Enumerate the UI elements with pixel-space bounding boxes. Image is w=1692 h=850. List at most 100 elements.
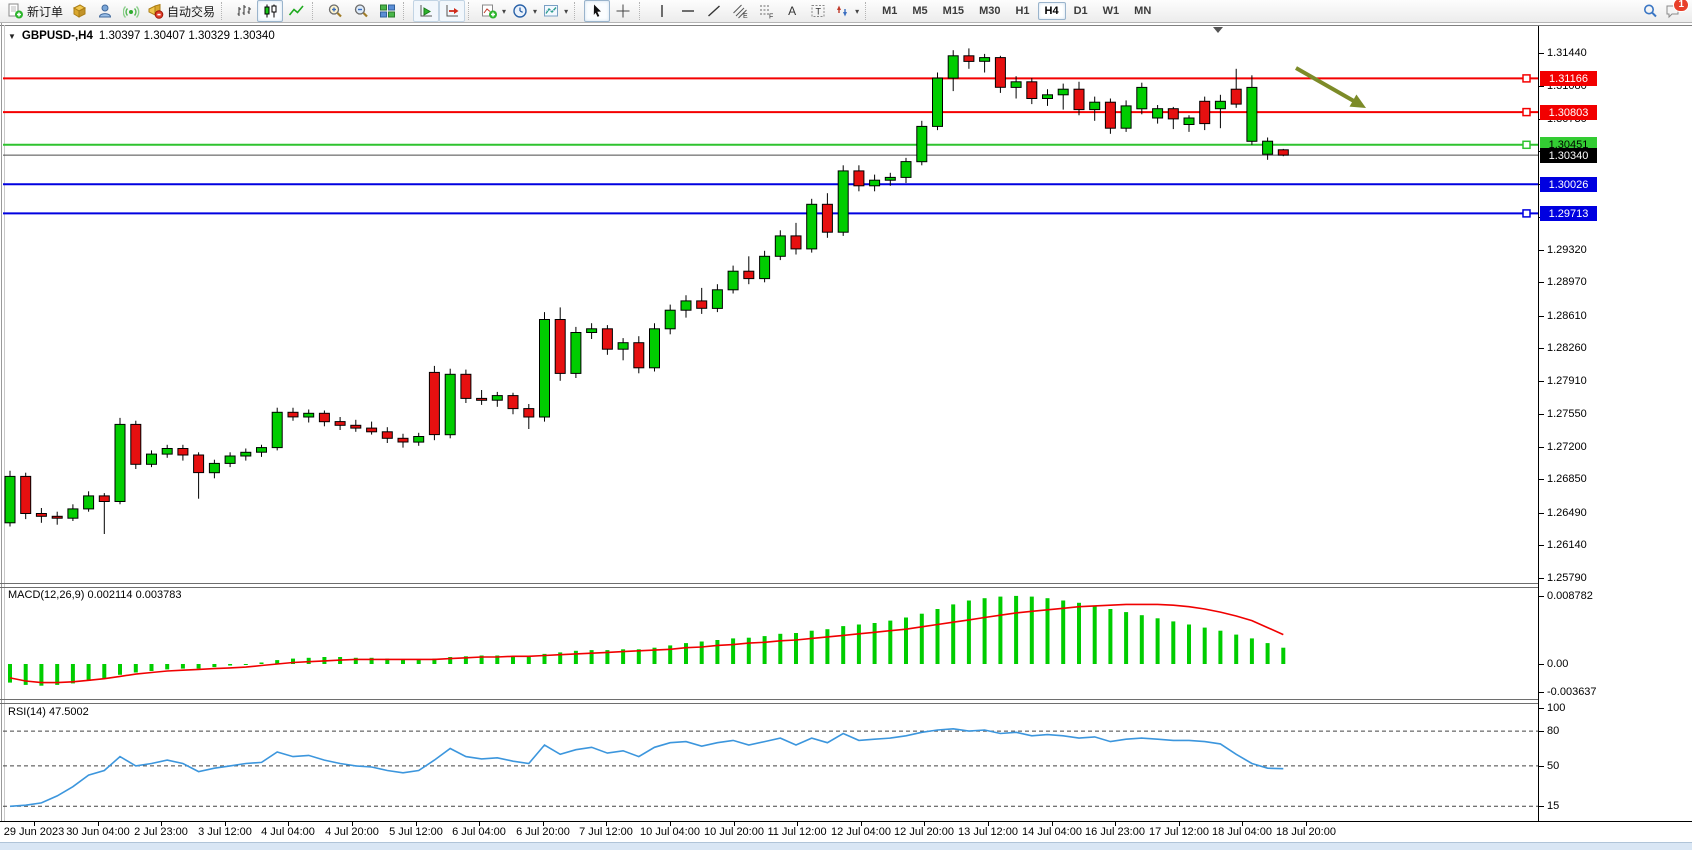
time-tick	[924, 822, 925, 826]
ohlc-values: 1.30397 1.30407 1.30329 1.30340	[98, 30, 275, 42]
chart-shift-button[interactable]	[439, 0, 466, 22]
text-label-tool-button[interactable]: T	[805, 0, 831, 22]
price-line-badge: 1.30340	[1540, 148, 1597, 163]
pane-separator[interactable]	[0, 699, 1692, 700]
timeframe-button-mn[interactable]: MN	[1134, 5, 1152, 17]
rsi-tick-label: 80	[1547, 725, 1560, 737]
axis-tick	[1539, 692, 1544, 693]
line-chart-icon	[288, 3, 305, 19]
rsi-tick-label: 50	[1547, 760, 1560, 772]
time-tick-label: 5 Jul 12:00	[389, 826, 443, 838]
new-order-label: 新订单	[27, 4, 64, 19]
window-edge	[4, 25, 5, 842]
clock-icon	[512, 3, 529, 19]
time-tick	[797, 822, 798, 826]
toolbar-separator	[403, 2, 409, 20]
tile-windows-button[interactable]	[374, 0, 400, 22]
timeframe-button-m5[interactable]: M5	[912, 5, 928, 17]
chevron-down-icon[interactable]: ▾	[564, 6, 569, 16]
templates-button[interactable]: ▾	[540, 0, 571, 22]
price-tick-label: 1.28260	[1547, 342, 1587, 354]
zoom-in-button[interactable]	[322, 0, 348, 22]
time-tick-label: 12 Jul 04:00	[831, 826, 891, 838]
window-edge	[0, 25, 1692, 26]
svg-text:E: E	[743, 13, 748, 19]
time-tick	[861, 822, 862, 826]
timeframe-button-d1[interactable]: D1	[1073, 5, 1088, 17]
market-watch-icon	[71, 3, 88, 19]
axis-tick	[1539, 664, 1544, 665]
zoom-out-button[interactable]	[348, 0, 374, 22]
price-line-badge: 1.30803	[1540, 105, 1597, 120]
new-order-icon	[7, 3, 24, 19]
timeframe-group: M1 M5 M15 M30 H1 H4 D1 W1 MN	[875, 2, 1158, 20]
timeframe-button-m30[interactable]: M30	[979, 5, 1001, 17]
axis-tick	[1539, 513, 1544, 514]
time-tick	[288, 822, 289, 826]
chevron-down-icon[interactable]: ▾	[533, 6, 538, 16]
auto-scroll-button[interactable]	[413, 0, 440, 22]
time-tick	[1179, 822, 1180, 826]
timeframe-button-m1[interactable]: M1	[882, 5, 898, 17]
notifications-button[interactable]: 1	[1665, 0, 1689, 19]
chart-shift-icon	[444, 3, 461, 19]
chevron-down-icon[interactable]: ▾	[502, 6, 507, 16]
axis-tick	[1539, 316, 1544, 317]
cursor-button[interactable]	[584, 0, 611, 22]
chevron-down-icon[interactable]: ▾	[855, 6, 860, 16]
horizontal-line-tool-button[interactable]	[675, 0, 701, 22]
arrows-tool-button[interactable]: ▾	[831, 0, 862, 22]
indicators-button[interactable]: ▾	[478, 0, 509, 22]
axis-tick	[1539, 348, 1544, 349]
time-tick-label: 16 Jul 23:00	[1085, 826, 1145, 838]
time-axis[interactable]: 29 Jun 2023 30 Jun 04:00 2 Jul 23:00 3 Jul …	[0, 821, 1692, 843]
symbol-timeframe-label: GBPUSD-,H4	[21, 30, 93, 42]
toolbar-separator	[574, 2, 580, 20]
price-axis[interactable]: 1.314401.310801.307301.303801.300301.296…	[1538, 26, 1692, 824]
navigator-button[interactable]	[92, 0, 118, 22]
timeframe-button-h1[interactable]: H1	[1015, 5, 1030, 17]
timeframe-button-w1[interactable]: W1	[1102, 5, 1120, 17]
horizontal-line-icon	[680, 3, 697, 19]
pane-separator[interactable]	[0, 703, 1692, 704]
time-tick-label: 29 Jun 2023	[3, 826, 65, 838]
cursor-icon	[589, 3, 606, 19]
equidistant-channel-tool-button[interactable]: E	[727, 0, 753, 22]
price-tick-label: 1.26140	[1547, 539, 1587, 551]
market-watch-button[interactable]	[66, 0, 92, 22]
text-tool-button[interactable]: A	[779, 0, 805, 22]
macd-tick-label: 0.008782	[1547, 590, 1593, 602]
timeframe-button-h4[interactable]: H4	[1037, 2, 1066, 20]
toolbar-separator	[865, 2, 871, 20]
time-tick-label: 18 Jul 20:00	[1276, 826, 1336, 838]
candlestick-chart-button[interactable]	[257, 0, 284, 22]
time-tick-label: 12 Jul 20:00	[894, 826, 954, 838]
bar-chart-button[interactable]	[231, 0, 257, 22]
search-icon[interactable]	[1642, 3, 1659, 19]
collapse-icon[interactable]: ▼	[8, 31, 16, 41]
trendline-tool-button[interactable]	[701, 0, 727, 22]
fibonacci-icon: F	[758, 3, 775, 19]
auto-trading-button[interactable]: 自动交易	[144, 0, 218, 22]
new-order-button[interactable]: 新订单	[4, 0, 66, 22]
periods-button[interactable]: ▾	[509, 0, 540, 22]
indicators-icon	[481, 3, 498, 19]
navigator-icon	[97, 3, 114, 19]
fibonacci-tool-button[interactable]: F	[753, 0, 779, 22]
vertical-line-tool-button[interactable]	[649, 0, 675, 22]
pane-separator[interactable]	[0, 583, 1692, 584]
pane-separator[interactable]	[0, 587, 1692, 588]
axis-tick	[1539, 447, 1544, 448]
axis-tick	[1539, 282, 1544, 283]
crosshair-button[interactable]	[610, 0, 636, 22]
signals-button[interactable]	[118, 0, 144, 22]
line-chart-button[interactable]	[283, 0, 309, 22]
time-tick	[1052, 822, 1053, 826]
axis-tick	[1539, 381, 1544, 382]
time-tick-label: 6 Jul 20:00	[516, 826, 570, 838]
chart-plot[interactable]	[0, 23, 1692, 849]
svg-text:T: T	[815, 7, 821, 17]
timeframe-button-m15[interactable]: M15	[942, 5, 965, 17]
signals-icon	[122, 3, 140, 19]
